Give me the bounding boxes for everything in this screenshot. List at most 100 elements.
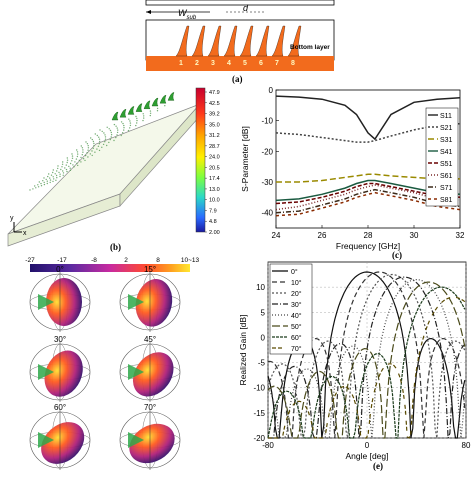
field-dot — [66, 161, 68, 164]
field-dot — [52, 180, 54, 183]
field-dot — [69, 162, 72, 165]
field-dot — [129, 120, 131, 122]
x-tick-label: 80 — [462, 441, 471, 450]
field-dot — [45, 178, 47, 181]
colorbar-tick-label: 47.9 — [209, 90, 220, 96]
pattern-cell: 0° — [29, 265, 91, 332]
field-dot — [72, 164, 74, 166]
wsub-arrowhead — [146, 10, 151, 14]
field-dot — [48, 173, 50, 175]
field-dot — [135, 124, 137, 127]
field-dot — [106, 126, 108, 128]
field-dot — [60, 168, 62, 171]
field-dot — [54, 173, 56, 175]
side-lobe — [128, 364, 144, 380]
legend-box — [425, 107, 459, 207]
field-dot — [66, 159, 69, 161]
field-dot — [116, 127, 118, 129]
field-dot — [128, 118, 130, 120]
legend-label: 10° — [291, 279, 302, 287]
port-numbers: 1 2 3 4 5 6 7 8 — [140, 60, 340, 72]
x-tick-label: -80 — [262, 441, 274, 450]
field-dot — [109, 129, 112, 132]
main-lobe — [44, 350, 83, 397]
colorbar-tick-label: 42.5 — [209, 101, 220, 107]
field-dot — [99, 140, 101, 143]
main-lobe — [135, 279, 173, 327]
antenna-flare — [119, 108, 127, 118]
field-dot — [102, 143, 105, 146]
port-number: 2 — [195, 60, 199, 67]
field-dot — [103, 132, 105, 134]
field-dot — [69, 167, 71, 169]
field-dot — [40, 185, 43, 187]
steer-angle-label: 70° — [144, 403, 156, 412]
field-dot — [57, 167, 59, 170]
top-layer-strip — [145, 0, 335, 6]
y-axis-label: Realized Gain [dB] — [238, 315, 248, 386]
series-line — [268, 276, 466, 439]
panel-a: Wsub d Bottom layer 1 2 3 4 5 6 7 8 (a) — [140, 0, 340, 86]
field-dot — [55, 174, 58, 177]
colorbar-tick-label: 35.0 — [209, 122, 220, 128]
antenna-flare — [135, 103, 143, 112]
bottom-layer-label: Bottom layer — [290, 44, 330, 51]
field-dot — [71, 160, 73, 162]
field-dot — [47, 175, 49, 178]
y-tick-label: -20 — [253, 434, 265, 443]
copper-bottom — [146, 56, 334, 71]
field-dot — [53, 178, 55, 180]
side-lobe — [38, 294, 54, 310]
colorbar-tick-label: 17.4 — [209, 176, 220, 182]
y-tick-label: -30 — [261, 178, 273, 187]
field-dot — [115, 125, 117, 127]
field-dot — [76, 151, 79, 153]
field-dot — [98, 143, 101, 145]
field-dot — [122, 122, 124, 125]
field-dot — [59, 175, 61, 178]
realized-gain-chart: 10 5 0 -5 -10 -15 -20-80 0 80 Angle [deg] Realized… — [238, 261, 471, 461]
legend-label: S21 — [440, 125, 453, 132]
field-dot — [81, 154, 84, 156]
field-dot — [37, 186, 40, 188]
port-number: 3 — [211, 60, 215, 67]
field-dot — [136, 119, 138, 122]
field-dot — [49, 179, 52, 181]
panel-e-label: (e) — [373, 461, 383, 471]
field-dot — [99, 129, 101, 131]
field-dot — [98, 149, 101, 152]
legend-label: S71 — [440, 185, 453, 192]
flare-element — [255, 25, 270, 57]
x-tick-label: 26 — [318, 231, 327, 240]
field-dot — [55, 179, 57, 181]
field-dot — [93, 142, 95, 145]
field-dot — [123, 127, 125, 129]
field-dot — [76, 149, 78, 151]
legend-label: S41 — [440, 149, 453, 156]
field-dot — [50, 174, 53, 176]
field-dot — [127, 129, 130, 132]
series-line — [275, 188, 461, 214]
colorbar-tick-label: 2.00 — [209, 230, 220, 236]
wsub-label: Wsub — [178, 8, 197, 21]
y-tick-label: -5 — [258, 359, 266, 368]
port-number: 5 — [243, 60, 247, 67]
x-tick-label: 0 — [365, 441, 370, 450]
field-dot — [77, 153, 79, 155]
colorbar-tick-label: 24.0 — [209, 155, 220, 161]
field-dot — [101, 130, 103, 133]
field-dot — [93, 145, 95, 147]
steer-angle-label: 15° — [144, 265, 156, 274]
legend-label: 20° — [291, 290, 302, 298]
field-dot — [120, 134, 122, 137]
field-dot — [73, 166, 75, 168]
y-tick-label: 0 — [261, 333, 266, 342]
field-dot — [135, 115, 137, 118]
port-number: 6 — [259, 60, 263, 67]
field-dot — [110, 134, 113, 136]
field-dot — [104, 141, 106, 143]
y-tick-label: -15 — [253, 409, 265, 418]
field-dot — [120, 121, 123, 123]
field-dot — [108, 141, 110, 144]
field-dot — [96, 134, 99, 137]
